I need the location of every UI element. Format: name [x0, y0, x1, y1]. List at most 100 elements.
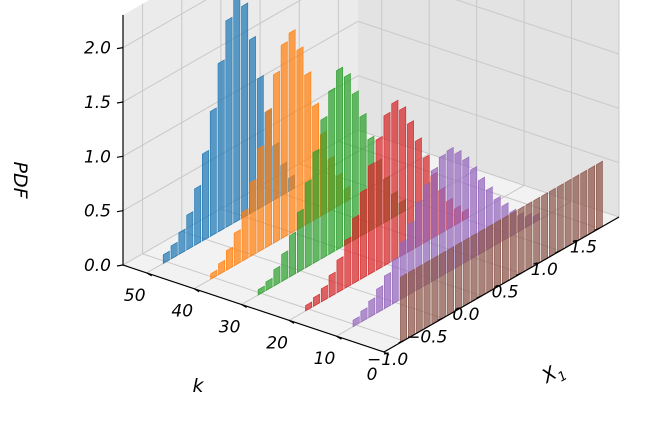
bar-k30-2: [273, 265, 281, 287]
k-tick-mark-0: [383, 351, 390, 356]
bar-k0-24: [588, 165, 596, 236]
svg-text:X1: X1: [537, 358, 570, 393]
bar-k30-11: [343, 72, 351, 247]
z-tick-label-2: 1.0: [84, 147, 111, 167]
grid-x-floor-0: [142, 253, 404, 342]
x-tick-label-1: −0.5: [406, 327, 447, 347]
bar-k30-4: [289, 231, 297, 278]
bar-k20-7: [360, 188, 367, 280]
bar-k10-2: [368, 297, 376, 319]
bar-k30-6: [304, 179, 312, 269]
z-tick-mark-4: [116, 47, 124, 50]
bar-series-k10: [352, 146, 540, 328]
bar-k20-6: [352, 214, 360, 285]
bar-k0-19: [548, 187, 556, 258]
z-axis-label: PDF: [9, 161, 31, 199]
bar-k40-9: [280, 41, 288, 240]
k-tick-mark-2: [288, 319, 295, 324]
bar-k50-6: [209, 107, 217, 238]
bar-k0-22: [572, 174, 580, 245]
k-tick-mark-1: [336, 335, 342, 340]
bar-series-k0: [400, 160, 603, 344]
bar-k40-5: [249, 178, 257, 258]
k-axis-line: [122, 264, 385, 353]
bar-k0-14: [509, 210, 517, 281]
bar-k20-9: [375, 135, 383, 271]
bar-k10-0: [352, 316, 360, 328]
bar-k20-11: [391, 99, 399, 262]
z-tick-mark-0: [116, 264, 124, 267]
bar-k30-3: [281, 250, 289, 283]
grid-z-right-3: [455, 0, 620, 55]
bar-k20-0: [305, 301, 313, 312]
bar-k0-23: [580, 169, 588, 240]
bar-k40-0: [210, 269, 218, 280]
x-tick-label-5: 1.5: [570, 237, 597, 257]
bar-k10-3: [376, 285, 384, 314]
bar-k0-25: [595, 160, 603, 231]
bar-k50-5: [202, 149, 209, 242]
x-axis-line: [383, 216, 620, 353]
k-tick-label-5: 50: [124, 286, 146, 306]
k-tick-label-4: 40: [171, 302, 193, 322]
bar-k0-9: [470, 232, 478, 303]
bar-k0-18: [541, 192, 549, 263]
bar-k20-4: [336, 256, 344, 294]
z-tick-label-3: 1.5: [84, 93, 111, 113]
x-tick-mark-5: [594, 227, 600, 231]
bar-k20-12: [399, 106, 407, 258]
x-tick-mark-1: [437, 317, 444, 321]
bar-k0-17: [533, 196, 541, 267]
bar-k20-3: [328, 271, 336, 298]
bar-k0-2: [415, 264, 423, 335]
x-tick-label-0: −1.0: [367, 350, 408, 370]
z-tick-label-0: 0.0: [84, 256, 111, 276]
bar-k20-5: [344, 236, 352, 289]
grid-z-right-2: [357, 20, 620, 109]
x-axis-label: X1: [537, 358, 570, 393]
z-tick-label-1: 0.5: [84, 202, 111, 222]
bar-k30-5: [296, 208, 304, 274]
z-tick-mark-3: [116, 101, 124, 104]
bar-k0-12: [494, 219, 502, 290]
bar-k50-7: [217, 59, 225, 233]
bar-k50-0: [162, 250, 170, 265]
axis-lines: [116, 15, 620, 356]
bar-k30-7: [312, 148, 320, 265]
grid-x-floor-3: [259, 185, 522, 274]
bar-k40-2: [226, 246, 233, 271]
bar-k40-7: [265, 107, 273, 249]
bar-k0-13: [501, 214, 509, 285]
bar-k0-8: [462, 237, 470, 308]
bar-k0-10: [478, 228, 486, 299]
bar-k40-3: [233, 229, 241, 267]
bar-k50-1: [170, 241, 178, 260]
y-axis-label: k: [192, 375, 204, 397]
grid-z-back-4: [122, 0, 207, 49]
x-tick-mark-3: [515, 272, 522, 276]
x-tick-mark-4: [555, 250, 561, 254]
x-axis-label-subscript: 1: [556, 368, 571, 385]
bar-k40-1: [218, 259, 225, 276]
bar-k0-15: [517, 205, 525, 276]
tick-labels: −1.0−0.50.00.51.01.5010203040500.00.51.0…: [84, 39, 597, 385]
grid-z-back-2: [122, 20, 359, 157]
bar-k0-20: [556, 183, 564, 254]
bar-k50-8: [225, 16, 233, 229]
bar-k0-4: [431, 255, 439, 326]
grid-z-back-3: [122, 0, 302, 103]
grid-z-back-1: [122, 75, 359, 212]
bar-k50-4: [194, 184, 202, 247]
bar-k30-10: [336, 66, 344, 251]
x-tick-label-4: 1.0: [531, 260, 558, 280]
k-tick-mark-3: [241, 303, 247, 309]
bar-k40-11: [296, 46, 304, 231]
grid-z-right-1: [357, 75, 620, 164]
x-tick-label-2: 0.0: [452, 305, 479, 325]
x-tick-label-3: 0.5: [492, 282, 519, 302]
k-tick-label-1: 10: [314, 349, 336, 369]
bar-k20-1: [313, 293, 320, 307]
bar-k0-5: [439, 250, 447, 321]
bar-k30-8: [320, 115, 328, 260]
bar-k10-4: [383, 271, 391, 310]
